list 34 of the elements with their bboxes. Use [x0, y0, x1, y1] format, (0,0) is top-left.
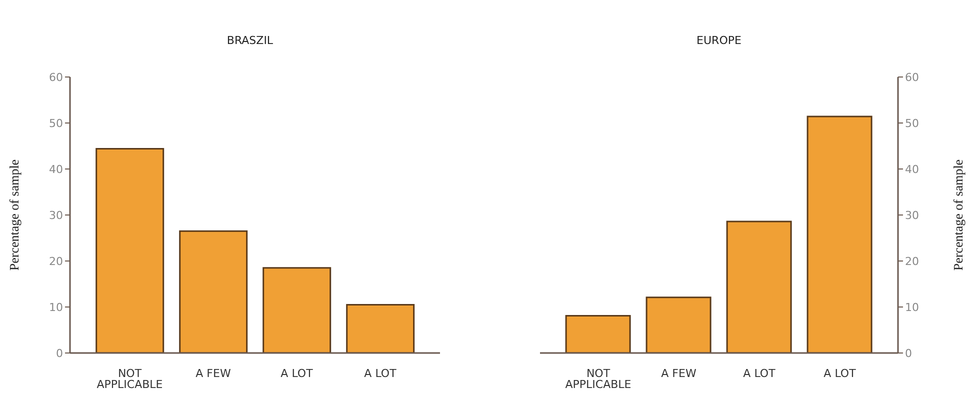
y-tick-label: 0: [56, 346, 63, 360]
y-tick-label: 10: [49, 300, 63, 314]
bar: [646, 296, 712, 353]
y-axis-title: Percentage of sample: [6, 159, 22, 271]
y-tick-label: 30: [49, 208, 63, 222]
bar: [179, 230, 248, 353]
x-tick-label: A LOT: [824, 366, 856, 380]
chart-title: BRASZIL: [226, 34, 274, 47]
y2-tick-label: 10: [905, 300, 919, 314]
x-tick-label: A FEW: [196, 366, 231, 380]
bar: [806, 116, 872, 353]
bar: [726, 220, 792, 353]
x-tick-label: NOT APPLICABLE: [96, 366, 163, 391]
y2-tick-label: 20: [905, 254, 919, 268]
y2-tick-label: 0: [905, 346, 912, 360]
x-tick-label: A LOT: [743, 366, 776, 380]
bar: [96, 148, 164, 353]
y2-tick-label: 40: [905, 162, 919, 176]
chart-title: EUROPE: [696, 34, 742, 47]
y2-axis-title: Percentage of sample: [950, 159, 966, 271]
y2-tick-label: 60: [905, 70, 919, 84]
x-tick-label: NOT APPLICABLE: [565, 366, 632, 391]
y-tick-label: 20: [49, 254, 63, 268]
y2-tick-label: 30: [905, 208, 919, 222]
y-tick-label: 40: [49, 162, 63, 176]
y-tick-label: 60: [49, 70, 63, 84]
x-tick-label: A LOT: [280, 366, 314, 380]
y-tick-label: 50: [49, 116, 63, 130]
x-tick-label: A FEW: [661, 366, 696, 380]
y2-tick-label: 50: [905, 116, 919, 130]
bar: [346, 304, 415, 353]
bar: [565, 314, 631, 353]
bar: [262, 267, 332, 353]
x-tick-label: A LOT: [364, 366, 397, 380]
